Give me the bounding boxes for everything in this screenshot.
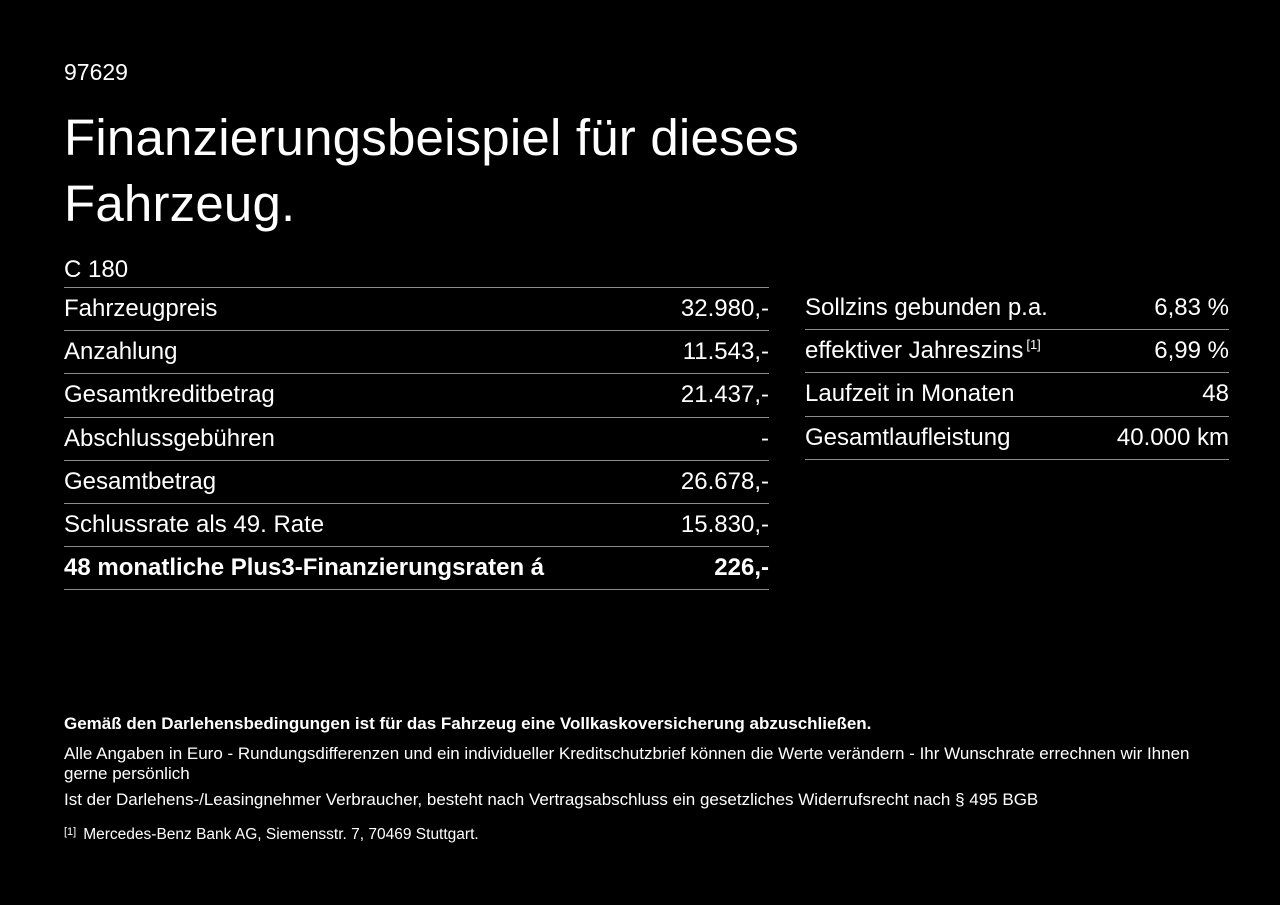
disclaimer-note: Alle Angaben in Euro - Rundungsdifferenz… [64,744,1190,783]
row-value: 11.543,- [682,338,769,366]
row-label: Gesamtbetrag [64,467,217,495]
finance-tables: Fahrzeugpreis 32.980,- Anzahlung 11.543,… [64,287,1230,591]
footer: Gemäß den Darlehensbedingungen ist für d… [64,714,1230,844]
revocation-note: Ist der Darlehens-/Leasingnehmer Verbrau… [64,790,1039,809]
row-label: Fahrzeugpreis [64,295,218,323]
row-value: 48 [1202,380,1229,408]
row-value: 26.678,- [680,467,769,495]
table-row: Anzahlung 11.543,- [64,331,769,375]
row-value: 6,83 % [1154,294,1229,322]
row-label: 48 monatliche Plus3-Finanzierungsraten á [64,554,545,582]
table-row: Sollzins gebunden p.a. 6,83 % [805,287,1229,331]
table-row: Schlussrate als 49. Rate 15.830,- [64,504,769,548]
table-row: effektiver Jahreszins [1] 6,99 % [805,330,1229,374]
insurance-note: Gemäß den Darlehensbedingungen ist für d… [64,714,872,733]
finance-table-right: Sollzins gebunden p.a. 6,83 % effektiver… [805,287,1229,460]
table-row: Gesamtlaufleistung 40.000 km [805,417,1229,460]
row-value: 15.830,- [680,511,769,539]
table-row: Gesamtkreditbetrag 21.437,- [64,374,769,418]
footnote-reference: [1] [1026,337,1041,353]
footnote-marker: [1] [64,826,77,838]
row-value: 40.000 km [1116,423,1229,451]
row-value: 21.437,- [680,381,769,409]
row-label: Laufzeit in Monaten [805,380,1015,408]
row-label: Gesamtkreditbetrag [64,381,275,409]
row-value: 32.980,- [680,295,769,323]
row-label: Anzahlung [64,338,178,366]
page-content: 97629 Finanzierungsbeispiel für dieses F… [64,59,1230,591]
doc-number: 97629 [64,59,128,85]
row-value: 226,- [714,554,769,582]
row-value: - [761,424,769,452]
table-row: Laufzeit in Monaten 48 [805,373,1229,417]
row-label: Sollzins gebunden p.a. [805,294,1048,322]
row-label: Abschlussgebühren [64,424,275,452]
row-label: Gesamtlaufleistung [805,423,1011,451]
vehicle-model-label: C 180 [64,256,129,283]
table-row: Fahrzeugpreis 32.980,- [64,288,769,332]
footnote: [1] Mercedes-Benz Bank AG, Siemensstr. 7,… [64,823,1230,844]
row-label: Schlussrate als 49. Rate [64,511,325,539]
footnote-text: Mercedes-Benz Bank AG, Siemensstr. 7, 70… [83,826,479,843]
table-row: Gesamtbetrag 26.678,- [64,461,769,504]
finance-table-left: Fahrzeugpreis 32.980,- Anzahlung 11.543,… [64,287,769,591]
table-row: Abschlussgebühren - [64,418,769,461]
page-title: Finanzierungsbeispiel für dieses Fahrzeu… [64,109,799,232]
row-value: 6,99 % [1154,337,1229,365]
table-row-monthly-rate: 48 monatliche Plus3-Finanzierungsraten á… [64,547,769,591]
row-label: effektiver Jahreszins [1] [805,337,1041,365]
